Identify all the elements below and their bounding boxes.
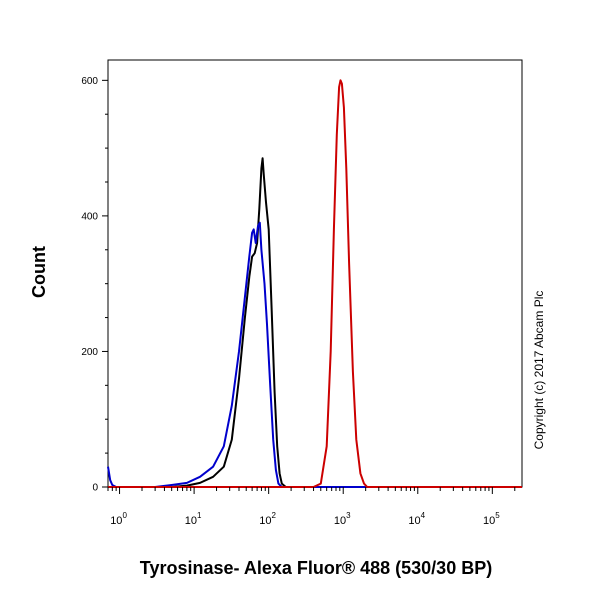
y-tick-label: 600: [81, 76, 98, 87]
x-tick-label: 100: [110, 511, 127, 527]
y-axis-title: Count: [29, 246, 49, 298]
x-axis-title: Tyrosinase- Alexa Fluor® 488 (530/30 BP): [140, 558, 492, 578]
x-tick-label: 101: [185, 511, 202, 527]
y-axis: 0 200 400 600: [81, 76, 108, 494]
x-axis: 100 101 102 103 104 105: [107, 487, 516, 527]
x-tick-label: 102: [259, 511, 276, 527]
series-layer: [107, 79, 522, 488]
y-tick-label: 400: [81, 211, 98, 222]
series-line-2: [108, 79, 522, 488]
x-tick-label: 104: [408, 511, 425, 527]
x-tick-label: 105: [483, 511, 500, 527]
y-tick-label: 0: [92, 483, 98, 494]
copyright-note: Copyright (c) 2017 Abcam Plc: [532, 291, 546, 450]
x-tick-label: 103: [334, 511, 351, 527]
plot-frame: [107, 59, 523, 488]
y-tick-label: 200: [81, 347, 98, 358]
